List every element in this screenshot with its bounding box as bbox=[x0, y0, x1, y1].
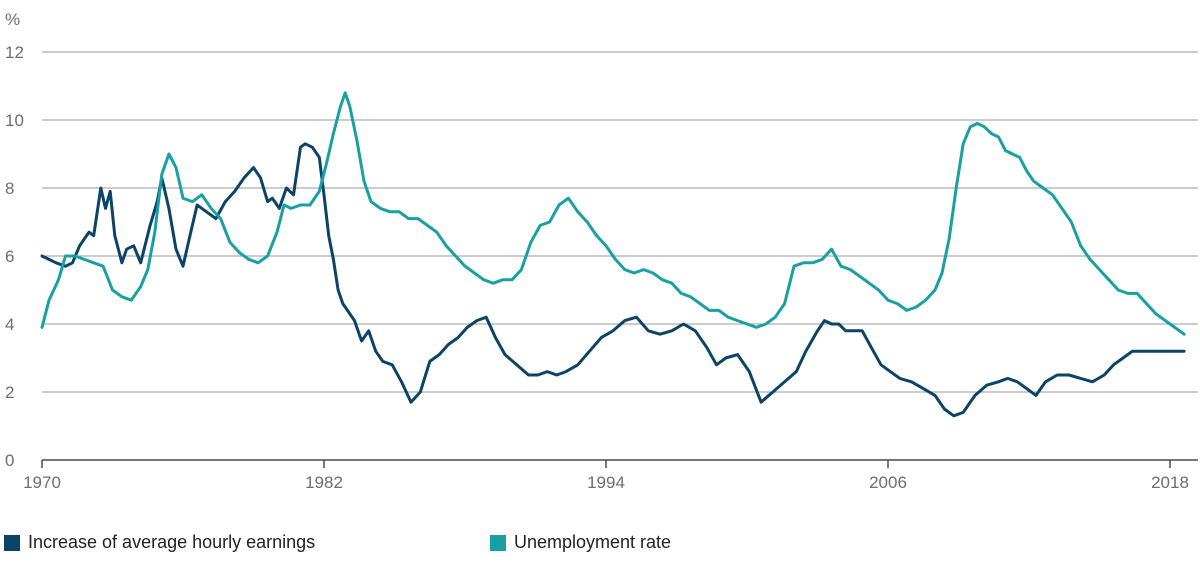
legend-swatch-earnings bbox=[4, 534, 20, 551]
y-tick-label: 2 bbox=[5, 383, 14, 402]
y-tick-label: 8 bbox=[5, 179, 14, 198]
legend-item-unemployment: Unemployment rate bbox=[490, 532, 671, 553]
x-tick-labels: 1970 1982 1994 2006 2018 bbox=[23, 473, 1189, 492]
x-tick-label: 2006 bbox=[869, 473, 907, 492]
series-lines bbox=[40, 91, 1186, 418]
x-tick-label: 1994 bbox=[587, 473, 625, 492]
y-tick-label: 10 bbox=[5, 111, 24, 130]
y-tick-labels: 0 2 4 6 8 10 12 bbox=[5, 43, 24, 470]
x-tick-label: 2018 bbox=[1151, 473, 1189, 492]
x-tick-label: 1970 bbox=[23, 473, 61, 492]
y-tick-label: 0 bbox=[5, 451, 14, 470]
legend: Increase of average hourly earnings Unem… bbox=[0, 532, 1200, 562]
series-line-earnings bbox=[40, 142, 1186, 418]
y-tick-label: 6 bbox=[5, 247, 14, 266]
y-tick-label: 4 bbox=[5, 315, 14, 334]
legend-swatch-unemployment bbox=[490, 534, 506, 551]
y-axis-unit: % bbox=[5, 10, 20, 29]
series-line-unemployment bbox=[40, 91, 1186, 336]
legend-label-earnings: Increase of average hourly earnings bbox=[28, 532, 316, 552]
x-axis bbox=[41, 459, 1198, 468]
legend-label-unemployment: Unemployment rate bbox=[514, 532, 672, 552]
y-tick-label: 12 bbox=[5, 43, 24, 62]
legend-item-earnings: Increase of average hourly earnings bbox=[4, 532, 315, 553]
x-tick-label: 1982 bbox=[305, 473, 343, 492]
grid-lines bbox=[42, 51, 1198, 393]
